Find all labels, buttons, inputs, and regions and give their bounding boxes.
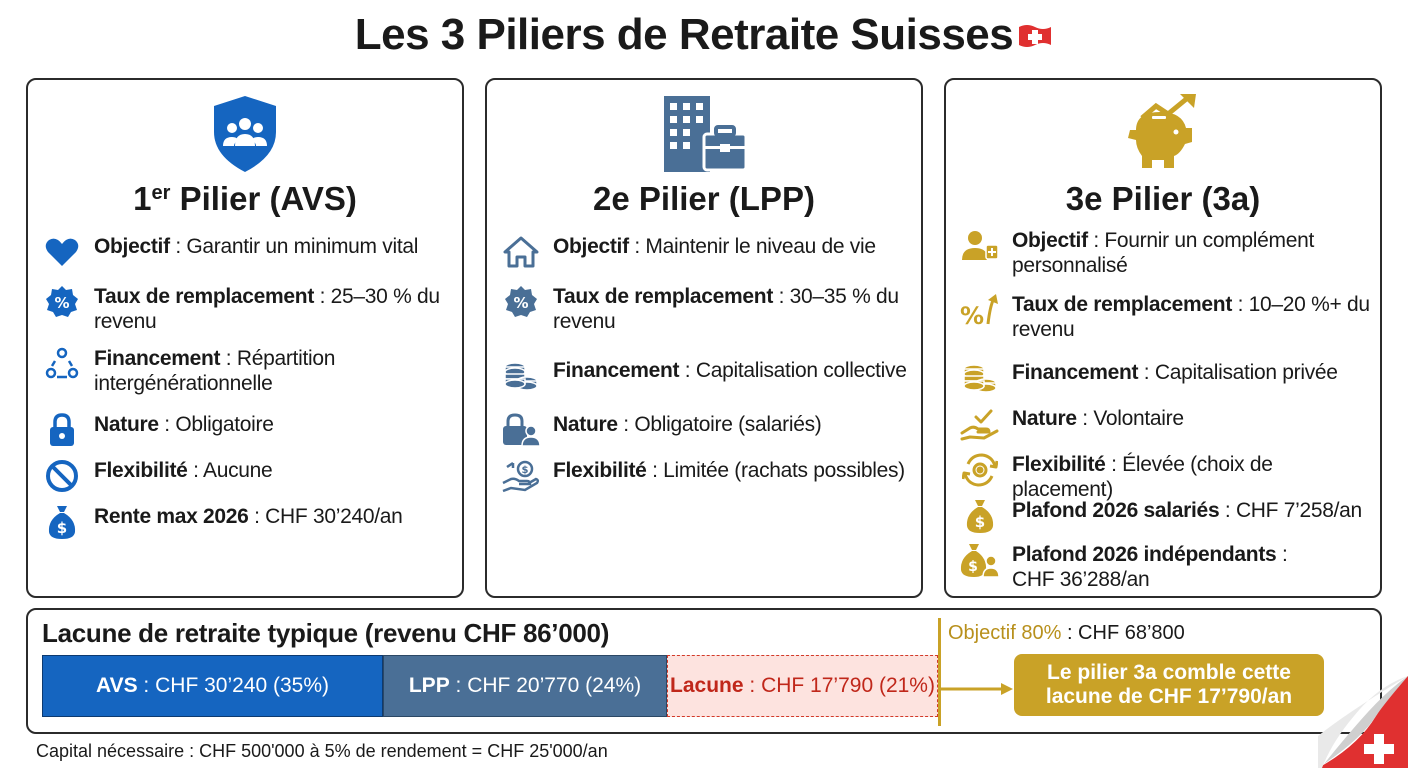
pillar-item: $ Rente max 2026 : CHF 30’240/an (42, 504, 452, 540)
objective-line (938, 618, 941, 726)
gap-title: Lacune de retraite typique (revenu CHF 8… (42, 618, 610, 648)
pillar-item: Financement : Capitalisation collective (501, 358, 911, 394)
svg-text:%: % (960, 302, 984, 328)
pillar-item: $ Plafond 2026 indépendants : CHF 36’288… (960, 542, 1370, 592)
people-cycle-icon (42, 346, 82, 382)
svg-text:$: $ (975, 513, 985, 531)
person-plus-icon (960, 228, 1000, 264)
page-title: Les 3 Piliers de Retraite Suisses (0, 10, 1408, 62)
pillar-card-3a: 3e Pilier (3a) Objectif : Fournir un com… (944, 78, 1382, 598)
pillar-item: $ Plafond 2026 salariés : CHF 7’258/an (960, 498, 1370, 534)
objective-label: Objectif 80% : CHF 68’800 (948, 622, 1185, 644)
lock-icon (42, 412, 82, 448)
arrow-right-icon (941, 683, 1013, 695)
shield-people-icon (28, 94, 462, 174)
svg-text:$: $ (57, 519, 67, 537)
percent-arrow-icon: % (960, 292, 1000, 328)
pillar-item: Objectif : Maintenir le niveau de vie (501, 234, 911, 270)
coin-stack-icon (960, 360, 1000, 396)
forbidden-icon (42, 458, 82, 494)
pillar-title: 3e Pilier (3a) (1065, 180, 1261, 217)
pillar-item: Flexibilité : Aucune (42, 458, 452, 494)
pillar-card-avs: 1er Pilier (AVS) Objectif : Garantir un … (26, 78, 464, 598)
swiss-flag-icon (1017, 12, 1053, 62)
page-title-text: Les 3 Piliers de Retraite Suisses (354, 10, 1014, 59)
pillar-item: Nature : Volontaire (960, 406, 1370, 442)
pillar-item: % Taux de remplacement : 30–35 % du reve… (501, 284, 911, 334)
retirement-gap-panel: Lacune de retraite typique (revenu CHF 8… (26, 608, 1382, 734)
pillar-item: Objectif : Garantir un minimum vital (42, 234, 452, 270)
pillar-item: Financement : Répartition intergénératio… (42, 346, 452, 396)
house-icon (501, 234, 541, 270)
heart-icon (42, 234, 82, 270)
lock-person-icon (501, 412, 541, 448)
gear-cycle-icon (960, 452, 1000, 488)
money-bag-icon: $ (960, 498, 1000, 534)
svg-text:%: % (513, 294, 528, 312)
coin-stack-icon (501, 358, 541, 394)
money-bag-person-icon: $ (960, 542, 1000, 578)
pillar-item: Nature : Obligatoire (salariés) (501, 412, 911, 448)
money-bag-icon: $ (42, 504, 82, 540)
building-briefcase-icon (487, 94, 921, 174)
gap-segment-lacune: Lacune : CHF 17’790 (21%) (667, 655, 938, 717)
piggy-bank-growth-icon (946, 94, 1380, 174)
pillar-item: % Taux de remplacement : 25–30 % du reve… (42, 284, 452, 334)
hand-money-icon: $ (501, 458, 541, 494)
gap-segment-avs: AVS : CHF 30’240 (35%) (42, 655, 383, 717)
swiss-corner-flag-icon (1318, 676, 1408, 768)
percent-badge-icon: % (501, 284, 541, 320)
pillar-3a-fills-gap-callout: Le pilier 3a comble cette lacune de CHF 1… (1014, 654, 1324, 716)
svg-text:$: $ (968, 559, 978, 575)
pillar-title: 2e Pilier (LPP) (593, 180, 815, 217)
svg-text:%: % (54, 294, 69, 312)
footnote: Capital nécessaire : CHF 500'000 à 5% de… (36, 741, 608, 761)
hand-check-icon (960, 406, 1000, 442)
svg-text:$: $ (522, 465, 529, 476)
pillar-item: Financement : Capitalisation privée (960, 360, 1370, 396)
pillar-title: 1er Pilier (AVS) (133, 180, 357, 217)
pillar-item: Flexibilité : Élevée (choix de placement… (960, 452, 1370, 502)
percent-badge-icon: % (42, 284, 82, 320)
pillar-item: % Taux de remplacement : 10–20 %+ du rev… (960, 292, 1370, 341)
gap-segment-lpp: LPP : CHF 20’770 (24%) (383, 655, 667, 717)
pillar-item: Nature : Obligatoire (42, 412, 452, 448)
pillar-item: Objectif : Fournir un complément personn… (960, 228, 1370, 278)
pillar-card-lpp: 2e Pilier (LPP) Objectif : Maintenir le … (485, 78, 923, 598)
pillar-item: $ Flexibilité : Limitée (rachats possibl… (501, 458, 911, 494)
